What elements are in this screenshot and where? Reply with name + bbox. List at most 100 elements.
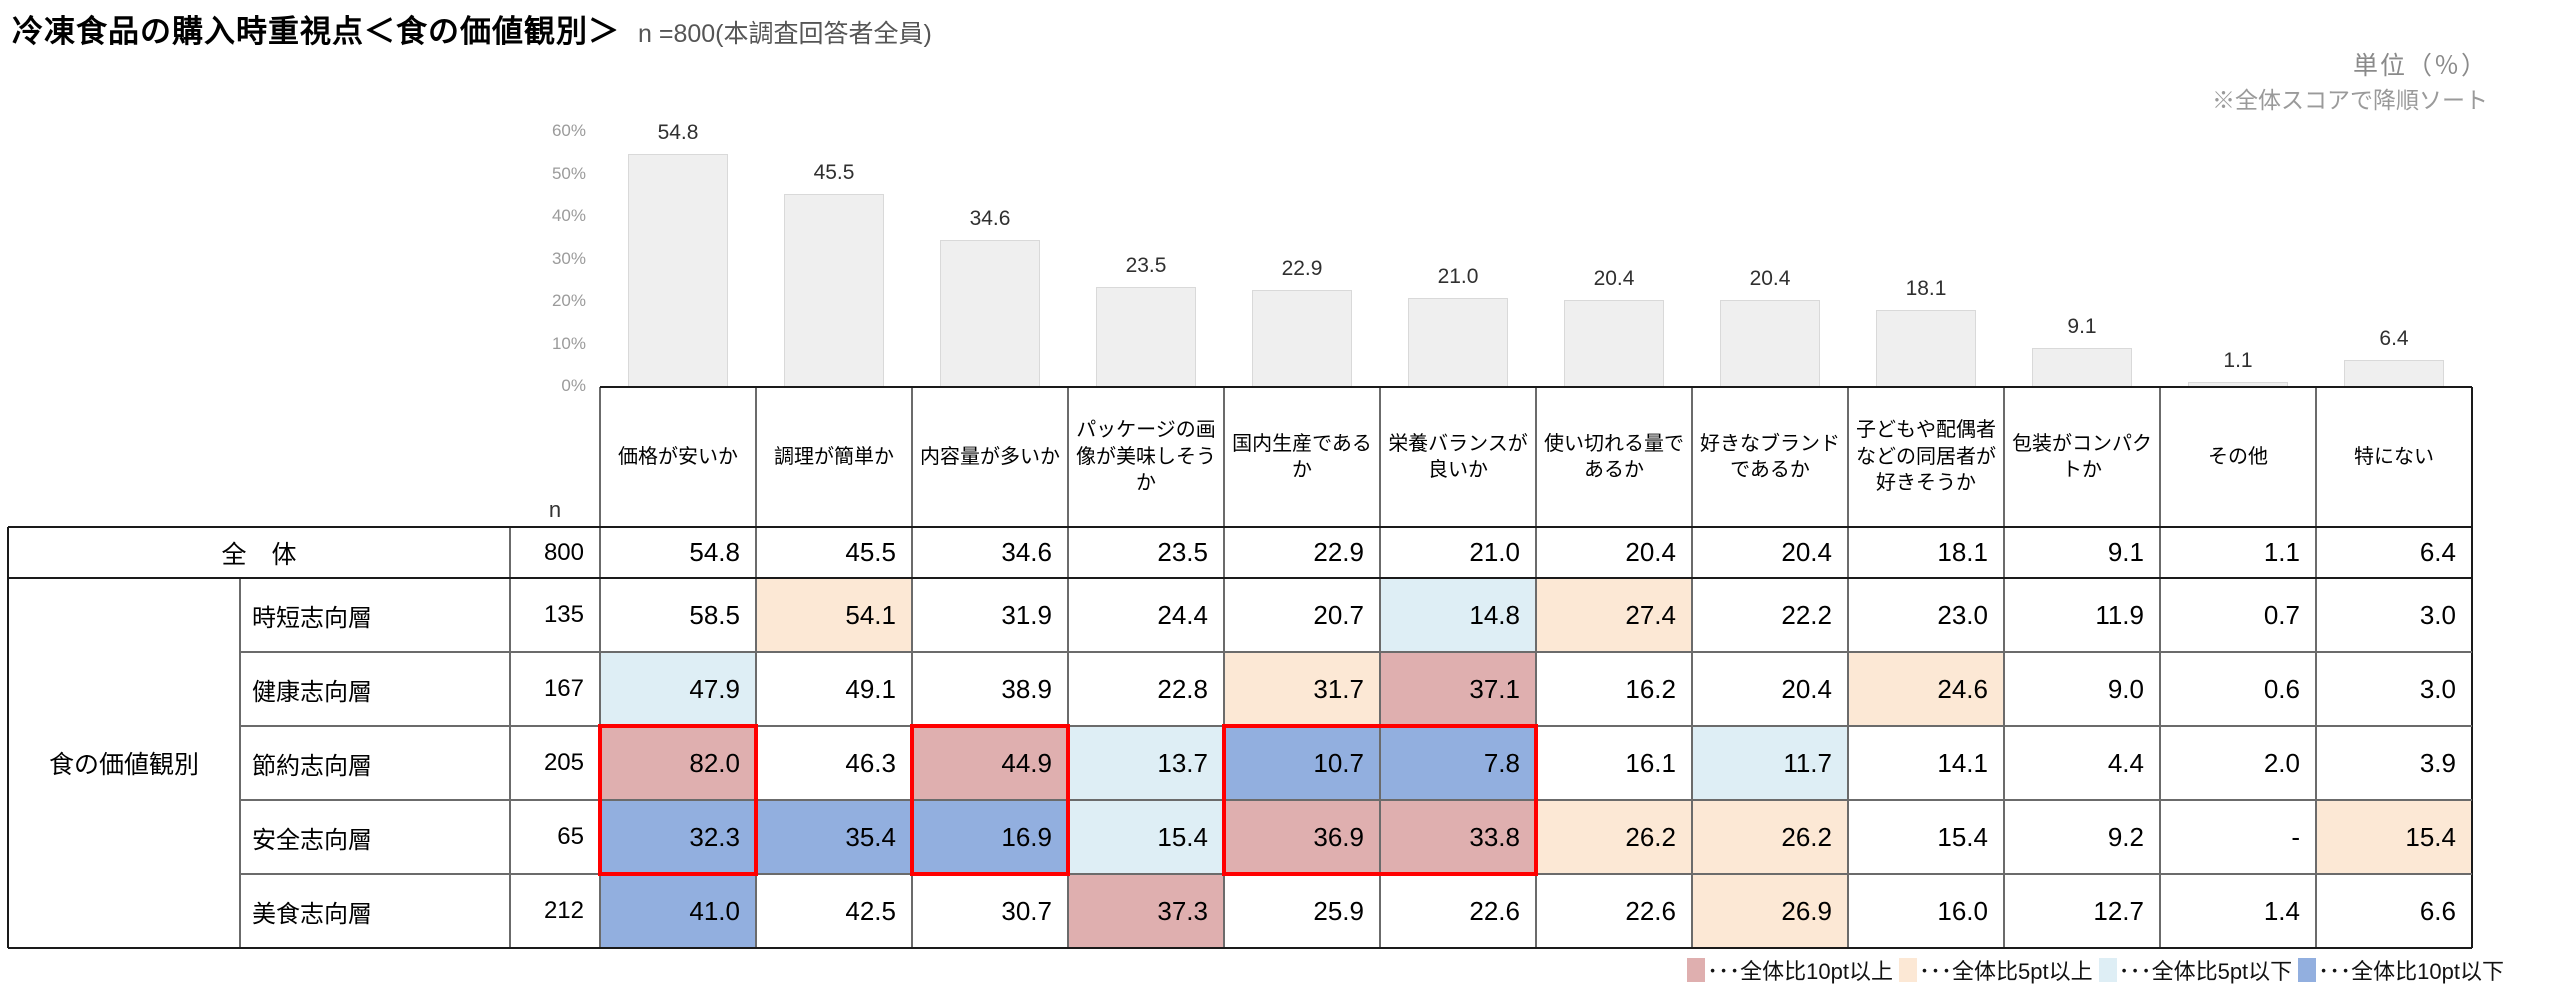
table-cell: 41.0 xyxy=(600,874,756,948)
row-label: 美食志向層 xyxy=(252,900,372,928)
table-cell: 22.8 xyxy=(1157,673,1208,704)
table-cell: 15.4 xyxy=(2316,800,2472,874)
table-cell: 22.9 xyxy=(1313,537,1364,567)
table-cell: 54.8 xyxy=(689,537,740,567)
column-header-cell: その他 xyxy=(2208,445,2268,468)
y-axis-tick: 60% xyxy=(551,121,586,140)
row-group-label: 食の価値観別 xyxy=(48,751,199,779)
legend-label: ･･･全体比10pt以下 xyxy=(2318,959,2504,984)
table-cell: 14.8 xyxy=(1380,578,1536,652)
table-cell: 11.9 xyxy=(2095,599,2144,630)
table-cell: 16.2 xyxy=(1625,673,1676,704)
bar xyxy=(1252,289,1352,387)
legend-item: ･･･全体比10pt以上 xyxy=(1687,954,1893,986)
table-cell: 25.9 xyxy=(1313,895,1364,926)
table-cell: 16.0 xyxy=(1937,895,1988,926)
bar-value-label: 23.5 xyxy=(1125,254,1167,278)
bar-value-label: 18.1 xyxy=(1905,277,1947,301)
grid-line xyxy=(755,387,757,948)
column-header-cell: パッケージの画像が美味しそうか xyxy=(1076,419,1216,495)
bar-value-label: 20.4 xyxy=(1593,267,1635,291)
table-cell: 47.9 xyxy=(600,652,756,726)
table-cell: 24.4 xyxy=(1157,599,1208,630)
bar-value-label: 45.5 xyxy=(813,160,855,184)
bar xyxy=(1096,287,1196,387)
column-header-cell: 使い切れる量であるか xyxy=(1544,432,1684,481)
grid-line xyxy=(509,527,511,948)
bar xyxy=(2344,359,2444,387)
table-cell: 26.2 xyxy=(1692,800,1848,874)
legend-swatch-icon xyxy=(1687,958,1706,982)
grid-line xyxy=(911,387,913,948)
table-cell: 26.2 xyxy=(1536,800,1692,874)
table-cell: 46.3 xyxy=(845,747,896,778)
bar-value-label: 34.6 xyxy=(969,206,1011,230)
table-cell: 20.7 xyxy=(1313,599,1364,630)
grid-line xyxy=(600,385,2472,389)
row-label: 時短志向層 xyxy=(252,604,372,632)
table-cell: 27.4 xyxy=(1536,578,1692,652)
red-highlight-frame xyxy=(598,724,758,876)
grid-line xyxy=(1691,387,1693,948)
table-cell: 18.1 xyxy=(1937,537,1988,567)
table-cell: 4.4 xyxy=(2107,747,2144,778)
grid-line xyxy=(8,525,2472,529)
grid-line xyxy=(2470,387,2474,948)
y-axis-tick: 40% xyxy=(551,206,586,225)
grid-line xyxy=(240,799,2472,801)
column-header-cell: 内容量が多いか xyxy=(920,445,1060,468)
table-cell: 1.4 xyxy=(2263,895,2300,926)
table-cell: 9.0 xyxy=(2107,673,2144,704)
grid-line xyxy=(1223,387,1225,948)
table-cell: 38.9 xyxy=(1001,673,1052,704)
table-cell: 49.1 xyxy=(845,673,896,704)
column-header-cell: 特にない xyxy=(2354,445,2434,468)
table-cell: 16.9 xyxy=(912,800,1068,874)
bar xyxy=(784,193,884,387)
table-cell: 15.4 xyxy=(1937,821,1988,852)
bar xyxy=(2032,348,2132,387)
grid-line xyxy=(8,576,2472,580)
table-cell: 23.5 xyxy=(1157,537,1208,567)
grid-line xyxy=(1067,387,1069,948)
table-cell: 6.4 xyxy=(2419,537,2456,567)
bar xyxy=(1720,300,1820,387)
row-label: 安全志向層 xyxy=(252,826,372,854)
table-cell: 31.7 xyxy=(1224,652,1380,726)
n-value: 167 xyxy=(543,675,584,702)
grid-line xyxy=(2003,387,2005,948)
red-highlight-frame xyxy=(1222,724,1538,876)
table-cell: 9.1 xyxy=(2107,537,2144,567)
table-cell: 34.6 xyxy=(1001,537,1052,567)
column-header-cell: 国内生産であるか xyxy=(1232,432,1372,481)
grid-line xyxy=(8,946,2472,950)
table-cell: 36.9 xyxy=(1224,800,1380,874)
table-cell: 21.0 xyxy=(1469,537,1520,567)
bar-value-label: 21.0 xyxy=(1437,264,1479,288)
bar xyxy=(1876,310,1976,387)
table-cell: 37.1 xyxy=(1380,652,1536,726)
y-axis-tick: 10% xyxy=(551,333,586,353)
table-cell: 22.2 xyxy=(1781,599,1832,630)
legend-swatch-icon xyxy=(1898,958,1917,982)
grid-line xyxy=(1847,387,1849,948)
page-title: 冷凍食品の購入時重視点＜食の価値観別＞ xyxy=(12,14,620,49)
legend-label: ･･･全体比5pt以上 xyxy=(1918,959,2093,984)
table-cell: 58.5 xyxy=(689,599,740,630)
table-cell: 33.8 xyxy=(1380,800,1536,874)
table-cell: 30.7 xyxy=(1001,895,1052,926)
red-highlight-frame xyxy=(910,724,1070,876)
table-cell: 6.6 xyxy=(2419,895,2456,926)
sample-size-note: n =800(本調査回答者全員) xyxy=(638,20,932,48)
table-cell: 45.5 xyxy=(845,537,896,567)
n-value: 205 xyxy=(543,749,584,776)
table-cell: 10.7 xyxy=(1224,726,1380,800)
grid-line xyxy=(2315,387,2317,948)
legend-item: ･･･全体比10pt以下 xyxy=(2298,954,2504,986)
table-cell: 3.0 xyxy=(2419,599,2456,630)
column-header-cell: 価格が安いか xyxy=(618,445,738,468)
table-cell: 26.9 xyxy=(1692,874,1848,948)
table-cell: 82.0 xyxy=(600,726,756,800)
table-cell: 20.4 xyxy=(1625,537,1676,567)
